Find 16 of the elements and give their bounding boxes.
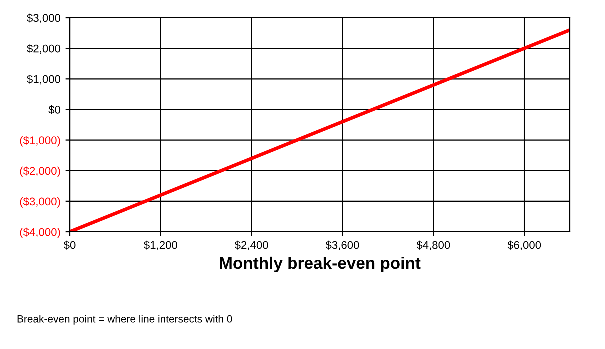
y-tick-label: $3,000 bbox=[27, 14, 61, 24]
x-tick-label: $3,600 bbox=[326, 240, 360, 250]
text: Break-even point = where line intersects with 0 bbox=[18, 315, 232, 325]
y-tick-label: ($4,000) bbox=[20, 228, 60, 238]
y-tick-label: ($2,000) bbox=[20, 166, 60, 178]
x-axis-title: Monthly break-even point bbox=[220, 256, 421, 272]
y-tick-label: ($1,000) bbox=[20, 136, 60, 147]
y-tick-label: $2,000 bbox=[27, 44, 61, 54]
x-tick-label: $2,400 bbox=[234, 240, 268, 250]
y-tick-label: $0 bbox=[48, 106, 61, 115]
y-tick-label: $1,000 bbox=[27, 74, 61, 85]
x-tick-label: $4,800 bbox=[416, 240, 450, 250]
x-tick-label: $1,200 bbox=[144, 240, 178, 250]
y-tick-label: ($3,000) bbox=[20, 197, 60, 208]
x-tick-label: $6,000 bbox=[508, 240, 542, 250]
x-tick-label: $0 bbox=[64, 240, 76, 250]
